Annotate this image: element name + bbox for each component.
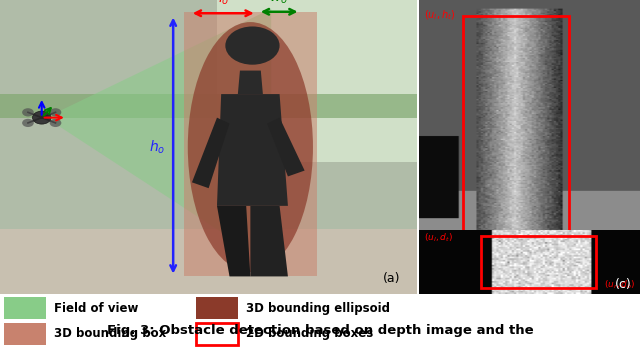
Polygon shape (250, 206, 288, 276)
Text: Fig. 3: Obstacle detection based on depth image and the: Fig. 3: Obstacle detection based on dept… (107, 324, 533, 337)
Text: 3D bounding ellipsoid: 3D bounding ellipsoid (246, 302, 390, 315)
Bar (196, 297, 238, 319)
Text: (a): (a) (383, 272, 401, 285)
Polygon shape (238, 71, 263, 94)
Text: (c): (c) (614, 278, 631, 291)
Bar (196, 323, 238, 345)
Circle shape (22, 108, 34, 117)
Text: $(u_r, d_b)$: $(u_r, d_b)$ (604, 278, 636, 291)
Polygon shape (192, 118, 230, 188)
Text: 3D bounding box: 3D bounding box (54, 327, 166, 340)
Circle shape (33, 111, 51, 124)
Bar (463, 16, 570, 257)
Text: Field of view: Field of view (54, 302, 139, 315)
Polygon shape (217, 94, 288, 206)
Bar (481, 236, 596, 287)
Bar (0, 0, 417, 229)
Bar (0, 229, 417, 294)
Text: 2D bounding boxes: 2D bounding boxes (246, 327, 374, 340)
Circle shape (50, 119, 61, 127)
Bar (4, 297, 46, 319)
Text: $w_o$: $w_o$ (269, 0, 288, 6)
Ellipse shape (188, 22, 313, 272)
Text: (b): (b) (614, 252, 631, 265)
Bar (217, 0, 417, 162)
Circle shape (22, 119, 34, 127)
Text: $(u_r, h_b)$: $(u_r, h_b)$ (602, 238, 636, 251)
Polygon shape (217, 206, 250, 276)
Polygon shape (267, 118, 305, 176)
Text: $h_o$: $h_o$ (148, 139, 165, 156)
Polygon shape (46, 9, 271, 264)
Bar (4, 323, 46, 345)
Bar (0, 94, 417, 118)
Circle shape (50, 108, 61, 117)
Text: $(u_l, d_t)$: $(u_l, d_t)$ (424, 232, 452, 244)
Bar (184, 12, 317, 276)
Text: $(u_l, h_t)$: $(u_l, h_t)$ (424, 8, 455, 22)
Text: $l_o$: $l_o$ (218, 0, 229, 7)
Circle shape (225, 26, 280, 65)
